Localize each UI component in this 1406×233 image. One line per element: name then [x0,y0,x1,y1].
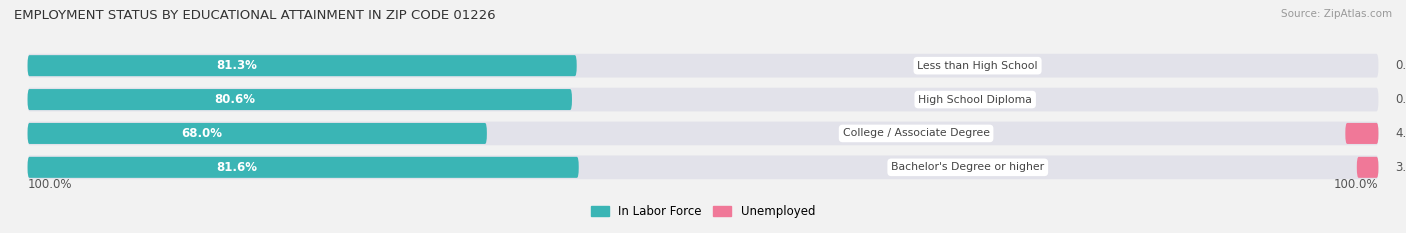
FancyBboxPatch shape [28,55,576,76]
Text: Less than High School: Less than High School [917,61,1038,71]
FancyBboxPatch shape [1357,157,1378,178]
Text: College / Associate Degree: College / Associate Degree [842,128,990,138]
Text: 100.0%: 100.0% [1334,178,1378,192]
FancyBboxPatch shape [28,89,572,110]
FancyBboxPatch shape [28,54,1378,78]
Text: Source: ZipAtlas.com: Source: ZipAtlas.com [1281,9,1392,19]
Text: 3.2%: 3.2% [1395,161,1406,174]
FancyBboxPatch shape [28,122,1378,145]
Text: 80.6%: 80.6% [214,93,254,106]
Text: 0.0%: 0.0% [1395,93,1406,106]
Text: 81.3%: 81.3% [215,59,257,72]
FancyBboxPatch shape [28,88,1378,111]
FancyBboxPatch shape [28,157,579,178]
Text: 100.0%: 100.0% [28,178,72,192]
Legend: In Labor Force, Unemployed: In Labor Force, Unemployed [591,205,815,218]
Text: 4.9%: 4.9% [1395,127,1406,140]
Text: EMPLOYMENT STATUS BY EDUCATIONAL ATTAINMENT IN ZIP CODE 01226: EMPLOYMENT STATUS BY EDUCATIONAL ATTAINM… [14,9,496,22]
Text: 81.6%: 81.6% [217,161,257,174]
Text: 68.0%: 68.0% [181,127,222,140]
FancyBboxPatch shape [28,155,1378,179]
Text: High School Diploma: High School Diploma [918,95,1032,105]
FancyBboxPatch shape [28,123,486,144]
FancyBboxPatch shape [1346,123,1378,144]
Text: 0.0%: 0.0% [1395,59,1406,72]
Text: Bachelor's Degree or higher: Bachelor's Degree or higher [891,162,1045,172]
